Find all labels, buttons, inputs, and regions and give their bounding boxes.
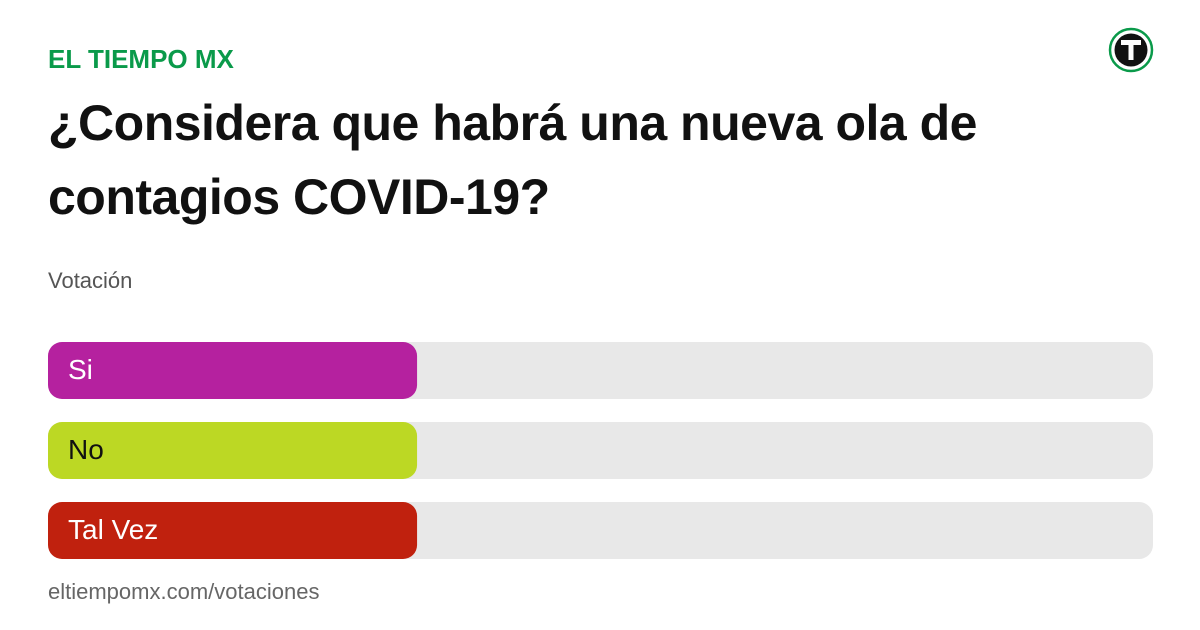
bar: [48, 502, 418, 559]
bar-label: Si: [68, 354, 93, 385]
bar-label: No: [68, 434, 104, 465]
bar: [48, 422, 418, 479]
subtitle: Votación: [48, 268, 133, 293]
chart: Si No Tal Vez: [48, 342, 1153, 559]
footer: eltiempomx.com/votaciones: [48, 579, 320, 604]
brand: EL TIEMPO MX: [48, 44, 234, 74]
title: ¿Considera que habrá una nueva ola de co…: [48, 95, 977, 225]
bar-label: Tal Vez: [68, 514, 158, 545]
logo: [1108, 27, 1154, 73]
bar: [48, 342, 418, 399]
